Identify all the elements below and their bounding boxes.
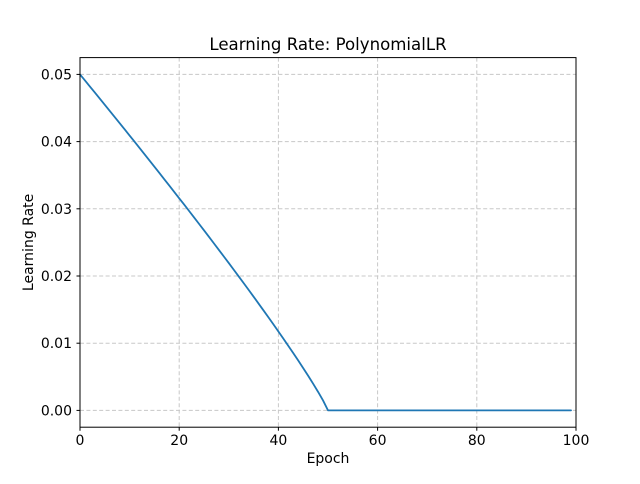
x-tick-label: 20 [170,433,188,449]
tick-layer: 0 20 40 60 80 100 0.00 0.01 0.02 0.03 0.04 0.05 [41,67,590,449]
y-tick-label: 0.02 [41,269,72,285]
x-axis-label: Epoch [307,451,350,467]
y-axis-label: Learning Rate [21,194,37,291]
axes-frame [79,57,577,428]
x-tick-label: 80 [468,433,486,449]
grid-layer [79,57,577,428]
chart-title: Learning Rate: PolynomialLR [209,35,447,54]
x-tick-label: 0 [76,433,85,449]
series-layer [79,73,572,412]
y-tick-label: 0.05 [41,67,72,83]
y-tick-label: 0.00 [41,403,72,419]
y-tick-label: 0.03 [41,202,72,218]
y-tick-label: 0.04 [41,135,72,151]
x-tick-label: 100 [563,433,590,449]
x-tick-label: 40 [269,433,287,449]
y-tick-label: 0.01 [41,336,72,352]
lr-curve [79,73,572,412]
x-tick-label: 60 [369,433,387,449]
